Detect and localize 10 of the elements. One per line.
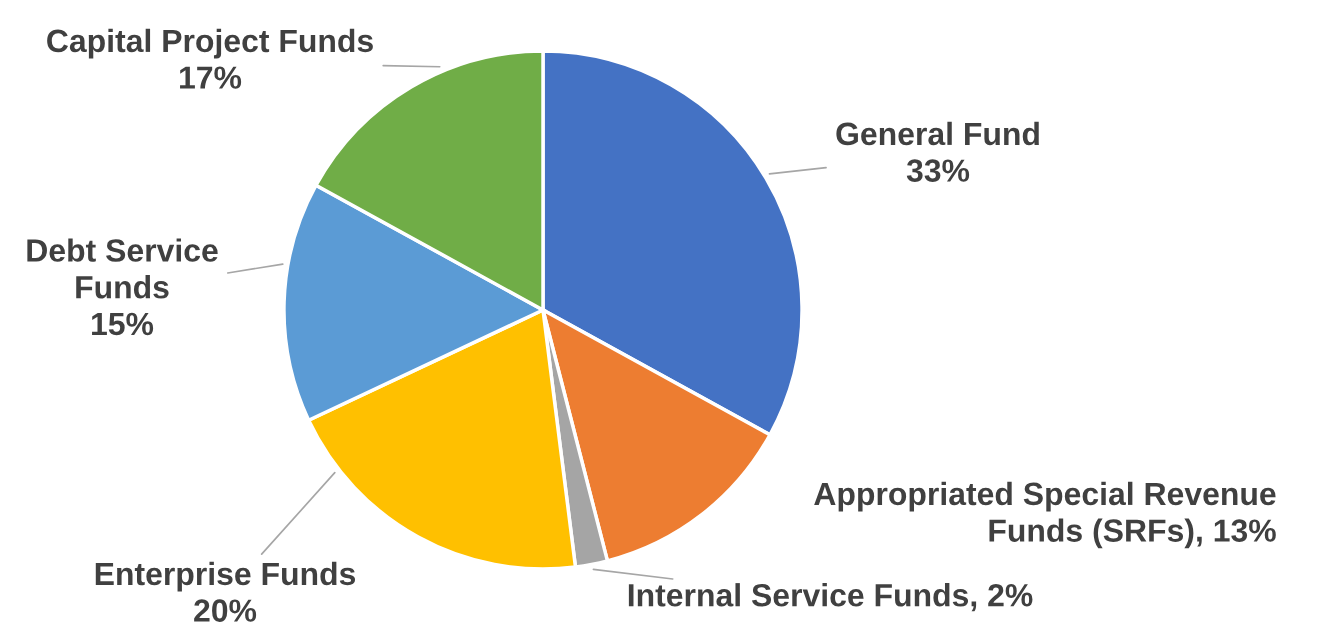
data-label: 20% — [194, 599, 257, 622]
data-label: 33% — [906, 159, 970, 182]
slice-label: General Fund — [836, 121, 1039, 146]
slice-label: Internal Service Funds, 2% — [628, 583, 1033, 612]
slice-label: Enterprise Funds — [95, 561, 356, 592]
slice-label: Capital Project Funds — [47, 28, 373, 59]
slice-label: Debt Service Funds — [27, 238, 218, 299]
data-label: 15% — [92, 312, 154, 336]
data-label: 17% — [180, 66, 242, 89]
slice-label: Appropriated Special Revenue Funds (SRFs), 13% — [814, 481, 1276, 549]
